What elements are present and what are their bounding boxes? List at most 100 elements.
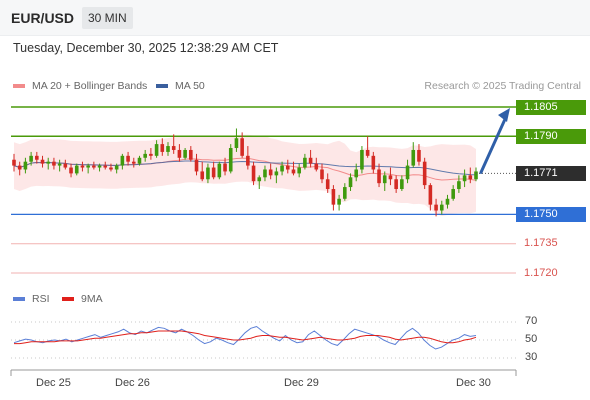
candle-body: [303, 157, 307, 168]
credit-text: Research © 2025 Trading Central: [424, 80, 581, 92]
ma20-swatch: [13, 84, 25, 88]
candle-body: [86, 165, 90, 168]
candle-body: [126, 155, 130, 162]
candle-body: [474, 171, 478, 180]
candle-body: [388, 175, 393, 180]
candle-body: [200, 171, 205, 180]
candle-body: [325, 179, 330, 190]
candle-body: [52, 161, 56, 166]
timeframe-badge[interactable]: 30 MIN: [82, 7, 133, 29]
candle-body: [120, 155, 125, 166]
candle-body: [251, 165, 256, 182]
candle-body: [360, 149, 364, 170]
forecast-arrow-line: [479, 115, 508, 174]
rsi-level-50: 50: [525, 333, 538, 345]
candle-body: [468, 175, 473, 180]
candle-body: [114, 165, 119, 170]
candle-body: [23, 161, 28, 170]
candle-body: [462, 175, 467, 182]
x-label-dec30: Dec 30: [456, 377, 491, 389]
rsi-ma-line: [14, 330, 477, 345]
target-price-label: 1.1805: [516, 100, 586, 115]
candle-body: [445, 198, 450, 205]
legend-ma20: MA 20 + Bollinger Bands: [13, 80, 147, 92]
candle-body: [92, 165, 96, 168]
candle-body: [160, 144, 165, 152]
candle-body: [371, 155, 376, 170]
rsi-line: [13, 325, 477, 350]
candle-body: [382, 175, 387, 184]
candle-body: [400, 179, 404, 190]
candle-body: [257, 177, 262, 182]
rsi-level-30: 30: [525, 351, 538, 363]
candle-body: [320, 169, 324, 180]
rsi-ma-label: 9MA: [81, 293, 103, 305]
legend-rsi: RSI: [13, 293, 50, 305]
candle-body: [354, 169, 359, 178]
candle-body: [422, 161, 427, 186]
candle-body: [97, 165, 102, 168]
resistance-price-label: 1.1790: [516, 129, 586, 144]
candle-body: [268, 169, 273, 176]
candle-body: [177, 149, 182, 158]
candle-body: [69, 167, 73, 174]
currency-pair: EUR/USD: [11, 10, 75, 26]
ma50-line: [13, 160, 477, 176]
candle-body: [206, 167, 210, 180]
rsi-ma-swatch: [62, 297, 74, 301]
candle-body: [439, 204, 444, 211]
candle-body: [223, 163, 227, 172]
candle-body: [434, 204, 438, 211]
candle-body: [428, 185, 433, 205]
candle-body: [217, 163, 222, 178]
legend-ma50: MA 50: [156, 80, 205, 92]
candle-body: [109, 167, 113, 170]
top-bar: EUR/USD 30 MIN: [0, 0, 590, 36]
candle-body: [40, 159, 45, 164]
ma20-label: MA 20 + Bollinger Bands: [32, 80, 148, 92]
candle-body: [137, 157, 142, 164]
candle-body: [314, 163, 319, 170]
candle-body: [405, 165, 410, 180]
candle-body: [246, 155, 250, 166]
candle-body: [297, 167, 301, 174]
candle-body: [63, 163, 68, 168]
candle-body: [228, 148, 233, 172]
candle-body: [103, 165, 108, 168]
ma50-label: MA 50: [175, 80, 205, 92]
candle-body: [29, 155, 33, 162]
candle-body: [171, 146, 176, 150]
candle-body: [417, 149, 421, 162]
x-label-dec26: Dec 26: [115, 377, 150, 389]
candle-body: [211, 167, 216, 178]
candle-body: [17, 165, 22, 170]
pivot-price-label: 1.1750: [516, 207, 586, 222]
candle-body: [263, 169, 267, 178]
candle-body: [189, 149, 193, 160]
x-label-dec29: Dec 29: [284, 377, 319, 389]
candle-body: [74, 165, 79, 174]
rsi-level-70: 70: [525, 315, 538, 327]
candle-body: [394, 179, 398, 190]
candle-body: [457, 181, 461, 190]
candle-body: [308, 157, 313, 164]
candle-body: [149, 153, 153, 156]
candle-body: [343, 187, 347, 199]
candle-body: [331, 189, 336, 205]
candle-body: [285, 165, 290, 170]
candle-body: [183, 149, 187, 158]
candle-body: [57, 163, 62, 166]
candle-body: [12, 159, 16, 166]
x-label-dec25: Dec 25: [36, 377, 71, 389]
legend-rsi-ma: 9MA: [62, 293, 103, 305]
rsi-swatch: [13, 297, 25, 301]
candle-body: [291, 169, 296, 174]
forecast-arrow-head: [498, 108, 510, 122]
candle-body: [274, 171, 279, 176]
rsi-label: RSI: [32, 293, 50, 305]
candle-body: [131, 161, 136, 164]
support2-price-label: 1.1720: [524, 267, 558, 279]
candle-body: [365, 149, 370, 156]
candle-body: [143, 153, 147, 158]
